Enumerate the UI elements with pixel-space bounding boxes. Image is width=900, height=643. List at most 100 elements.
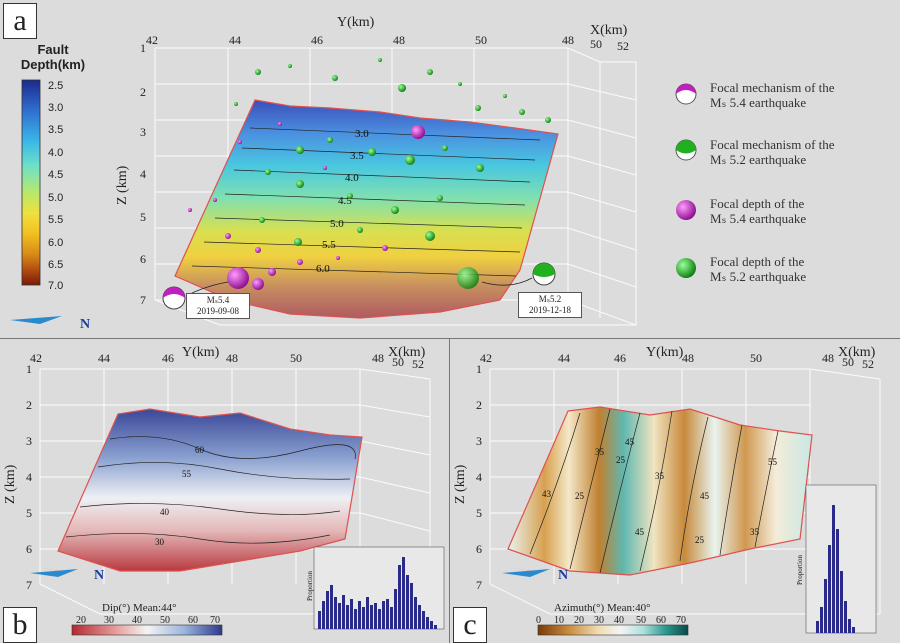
panel-b-plot: 60 55 40 30 42 44 46 48 50 48 50 52 1 2 … (3, 345, 445, 636)
z-tick: 3 (26, 434, 32, 448)
z-tick: 7 (476, 578, 482, 592)
contour-label: 25 (575, 491, 585, 501)
contour-label: 35 (595, 447, 605, 457)
north-label: N (558, 568, 568, 583)
ms52-hypocenter-sphere (457, 267, 479, 289)
contour-labels-a: 3.0 3.5 4.0 4.5 5.0 5.5 6.0 (316, 128, 369, 275)
cb-tick: 30 (594, 615, 604, 626)
z-tick: 7 (26, 578, 32, 592)
z-tick: 4 (476, 470, 482, 484)
y-axis-title: Y(km) (182, 345, 220, 360)
cb-tick: 10 (554, 615, 564, 626)
x-tick: 52 (412, 357, 424, 371)
y-tick: 48 (682, 351, 694, 365)
x-tick: 52 (617, 39, 629, 53)
x-tick: 50 (392, 355, 404, 369)
cb-tick: 3.0 (48, 102, 64, 114)
legend-line1: Focal mechanism of the (710, 80, 835, 95)
fault-surface-b (57, 408, 363, 572)
z-tick: 1 (140, 41, 146, 55)
ms52-date: 2019-12-18 (529, 305, 571, 315)
contour-label: 30 (155, 537, 165, 547)
contour-label: 5.5 (322, 239, 336, 251)
panel-b-label: b (3, 607, 37, 643)
x-tick: 50 (842, 355, 854, 369)
y-tick: 44 (558, 351, 570, 365)
panel-b: 60 55 40 30 42 44 46 48 50 48 50 52 1 2 … (0, 339, 450, 643)
ms54-hypocenter-sphere (227, 267, 249, 289)
x-tick: 48 (562, 33, 574, 47)
contour-label: 6.0 (316, 263, 330, 275)
legend-item: Focal mechanism of the Mₛ 5.2 earthquake (710, 137, 835, 167)
cb-tick: 7.0 (48, 280, 64, 292)
y-tick: 42 (30, 351, 42, 365)
contour-label: 60 (195, 445, 205, 455)
y-tick: 50 (750, 351, 762, 365)
cb-tick: 2.5 (48, 80, 64, 92)
y-axis-title: Y(km) (646, 345, 684, 360)
cb-tick: 60 (656, 615, 666, 626)
z-tick: 2 (476, 398, 482, 412)
colorbar-title-line1: Fault (37, 42, 69, 57)
y-axis-title: Y(km) (337, 15, 375, 30)
histogram-ylabel: Proportion (306, 571, 314, 601)
colorbar-title-a: Fault Depth(km) (8, 42, 98, 72)
z-tick: 7 (140, 293, 146, 307)
contours-a (191, 127, 541, 277)
north-arrow-icon (10, 314, 70, 324)
azimuth-colorbar (537, 624, 689, 636)
colorbar-title-b: Dip(°) Mean:44° (102, 602, 176, 614)
contour-label: 40 (160, 507, 170, 517)
ms52-info-box: Mₛ5.2 2019-12-18 (518, 292, 582, 318)
cb-tick: 70 (210, 615, 220, 626)
contours-b (65, 436, 356, 544)
cb-tick: 6.0 (48, 237, 64, 249)
y-tick: 46 (162, 351, 174, 365)
z-tick: 1 (476, 362, 482, 376)
panel-a-plot: 3.0 3.5 4.0 4.5 5.0 5.5 6.0 (10, 15, 697, 332)
z-tick: 2 (140, 85, 146, 99)
colorbar-title-c: Azimuth(°) Mean:40° (554, 602, 650, 614)
ms54-magnitude: Mₛ5.4 (206, 295, 230, 305)
contour-label: 35 (655, 471, 665, 481)
dip-colorbar (71, 624, 223, 636)
z-axis-title: Z (km) (115, 165, 130, 205)
cb-tick: 4.0 (48, 147, 64, 159)
z-tick: 3 (476, 434, 482, 448)
z-tick: 6 (26, 542, 32, 556)
z-tick: 6 (140, 252, 146, 266)
panel-a: 3.0 3.5 4.0 4.5 5.0 5.5 6.0 (0, 3, 900, 339)
cb-tick: 20 (574, 615, 584, 626)
north-label: N (94, 568, 104, 583)
legend-item: Focal depth of the Mₛ 5.4 earthquake (710, 196, 806, 226)
azimuth-histogram: Proportion (796, 484, 877, 634)
legend-line2: Mₛ 5.2 earthquake (710, 269, 807, 284)
y-tick: 46 (614, 351, 626, 365)
ms52-beachball-icon (481, 262, 556, 286)
z-axis-title: Z (km) (3, 464, 18, 504)
contour-label: 3.5 (350, 150, 364, 162)
cb-tick: 70 (676, 615, 686, 626)
x-axis-title: X(km) (590, 23, 628, 38)
cb-tick: 40 (614, 615, 624, 626)
contour-label: 45 (635, 527, 645, 537)
colorbar-title-line2: Depth(km) (20, 57, 86, 72)
legend-icons (675, 83, 697, 278)
x-axis-title: X(km) (838, 345, 876, 360)
cb-tick: 5.0 (48, 192, 64, 204)
contour-label: 4.0 (345, 172, 359, 184)
y-tick: 48 (226, 351, 238, 365)
legend-line2: Mₛ 5.4 earthquake (710, 95, 807, 110)
cb-tick: 4.5 (48, 169, 64, 181)
x-axis-title: X(km) (388, 345, 426, 360)
x-tick: 50 (590, 37, 602, 51)
cb-tick: 50 (636, 615, 646, 626)
ms52-magnitude: Mₛ5.2 (538, 294, 562, 304)
y-tick: 44 (229, 33, 241, 47)
contour-label: 55 (182, 469, 192, 479)
beachball-green-icon (675, 139, 697, 161)
fault-surface-a (174, 99, 559, 319)
contour-label: 43 (542, 489, 552, 499)
contour-label: 3.0 (355, 128, 369, 140)
